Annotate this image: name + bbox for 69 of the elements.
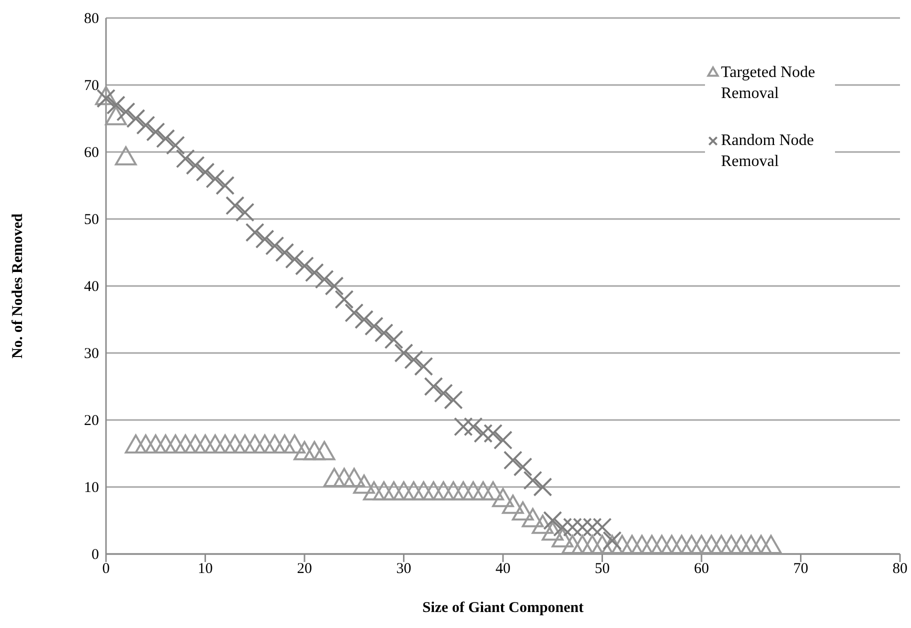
x-tick-label: 60	[694, 561, 709, 577]
x-tick-label: 20	[297, 561, 312, 577]
point	[304, 263, 324, 282]
point	[96, 88, 116, 108]
point	[166, 136, 185, 155]
x-tick-label: 50	[594, 561, 610, 577]
x-tick-label: 40	[496, 561, 510, 577]
legend-label: Targeted Node Removal	[721, 64, 816, 102]
x-tick-label: 30	[396, 561, 412, 577]
y-tick-label: 80	[84, 10, 99, 27]
point	[206, 169, 225, 188]
point	[334, 290, 354, 309]
point	[454, 417, 473, 436]
point	[543, 511, 562, 530]
point	[364, 316, 384, 336]
x-tick-label: 70	[793, 561, 808, 577]
y-tick-label: 20	[84, 412, 99, 429]
point	[344, 303, 364, 322]
point	[513, 457, 532, 476]
y-tick-label: 0	[92, 546, 99, 563]
point	[474, 424, 493, 443]
point	[275, 243, 294, 262]
point	[394, 344, 414, 362]
point	[602, 531, 622, 550]
point	[314, 270, 334, 289]
point	[434, 384, 453, 403]
point	[226, 196, 245, 216]
point	[106, 96, 126, 115]
point	[285, 250, 304, 269]
x-tick-label: 80	[892, 561, 908, 577]
point	[235, 202, 254, 222]
y-tick-label: 50	[84, 212, 99, 228]
point	[484, 424, 503, 443]
point	[216, 176, 235, 195]
point	[196, 162, 215, 182]
point	[126, 109, 146, 128]
y-tick-label: 30	[84, 346, 99, 362]
x-tick-label: 10	[198, 561, 213, 577]
point	[384, 330, 404, 350]
point	[255, 230, 274, 249]
point	[136, 116, 156, 135]
point	[186, 156, 205, 175]
y-tick-label: 10	[84, 480, 99, 496]
y-tick-label: 40	[84, 278, 99, 295]
point	[464, 417, 483, 436]
point	[533, 478, 552, 496]
point	[404, 350, 424, 370]
point	[176, 149, 195, 168]
point	[503, 450, 522, 470]
point	[523, 470, 542, 490]
point	[424, 377, 444, 396]
point	[146, 122, 166, 142]
y-axis-title: No. of Nodes Removed	[10, 212, 26, 358]
point	[156, 129, 176, 148]
point	[265, 236, 284, 256]
y-tick-label: 60	[84, 144, 99, 161]
point	[374, 323, 394, 342]
point	[116, 102, 136, 122]
point	[324, 276, 344, 296]
legend-label: Random Node Removal	[721, 132, 814, 170]
x-tick-label: 0	[102, 561, 110, 577]
point	[494, 430, 512, 450]
y-tick-label: 70	[84, 78, 99, 94]
x-axis-title: Size of Giant Component	[422, 600, 584, 616]
point	[245, 222, 264, 242]
point	[295, 256, 314, 276]
point	[354, 310, 374, 329]
point	[444, 390, 463, 410]
point	[414, 356, 434, 376]
